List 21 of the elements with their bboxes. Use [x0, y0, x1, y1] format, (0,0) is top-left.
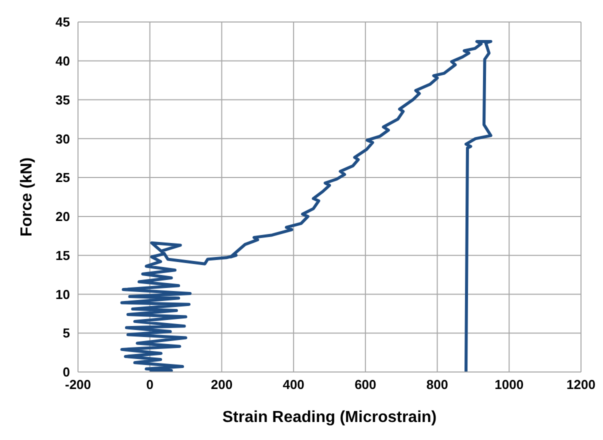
y-tick-label: 30 [56, 131, 70, 146]
x-tick-label: 1000 [494, 377, 524, 392]
y-tick-label: 25 [56, 170, 70, 186]
x-tick-label: 1200 [566, 377, 596, 392]
x-axis-title: Strain Reading (Microstrain) [222, 409, 437, 426]
x-tick-label: 0 [146, 377, 154, 392]
line-series [120, 40, 492, 372]
y-tick-label: 0 [62, 364, 70, 380]
x-tick-label: 800 [426, 377, 448, 392]
x-tick-label: 200 [210, 377, 233, 392]
y-tick-label: 15 [56, 248, 70, 263]
y-tick-label: 35 [56, 92, 70, 108]
y-tick-label: 20 [56, 209, 70, 224]
y-tick-label: 45 [56, 14, 70, 30]
y-tick-label: 40 [56, 54, 70, 69]
y-tick-label: 5 [62, 326, 70, 341]
x-tick-label: 600 [354, 377, 376, 392]
x-tick-label: -200 [64, 377, 92, 392]
y-axis-title: Force (kN) [18, 157, 36, 237]
x-tick-label: 400 [282, 377, 304, 392]
y-tick-label: 10 [56, 286, 70, 302]
